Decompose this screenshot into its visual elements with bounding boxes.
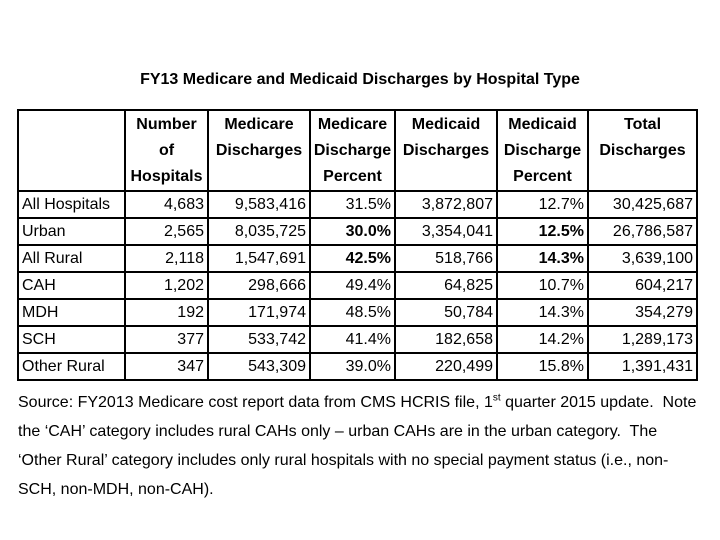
table-row-all-hospitals: All Hospitals 4,683 9,583,416 31.5% 3,87… [17,190,698,219]
table-row-mdh: MDH 192 171,974 48.5% 50,784 14.3% 354,2… [17,298,698,327]
cell-value: 39.0% [309,352,396,381]
discharges-table: Number of Hospitals Medicare Discharges … [17,109,698,381]
table-row-all-rural: All Rural 2,118 1,547,691 42.5% 518,766 … [17,244,698,273]
cell-value: 10.7% [496,271,589,300]
cell-value: 14.3% [496,298,589,327]
cell-value: 543,309 [207,352,311,381]
column-header-medicare-discharges: Medicare Discharges [207,109,311,192]
cell-value: 3,872,807 [394,190,498,219]
ordinal-suffix: st [492,392,501,404]
table-row-other-rural: Other Rural 347 543,309 39.0% 220,499 15… [17,352,698,381]
column-header-medicare-discharge-percent: Medicare Discharge Percent [309,109,396,192]
cell-value: 48.5% [309,298,396,327]
cell-value: 50,784 [394,298,498,327]
cell-value: 3,354,041 [394,217,498,246]
cell-value: 1,289,173 [587,325,698,354]
cell-value: 64,825 [394,271,498,300]
cell-value: 354,279 [587,298,698,327]
cell-value: 171,974 [207,298,311,327]
column-header-number-of-hospitals: Number of Hospitals [124,109,209,192]
row-label: All Rural [17,244,126,273]
cell-value: 220,499 [394,352,498,381]
cell-value: 14.3% [496,244,589,273]
header-row: Number of Hospitals Medicare Discharges … [17,109,698,192]
cell-value: 1,547,691 [207,244,311,273]
cell-value: 377 [124,325,209,354]
row-label: MDH [17,298,126,327]
cell-value: 42.5% [309,244,396,273]
column-header-total-discharges: Total Discharges [587,109,698,192]
cell-value: 298,666 [207,271,311,300]
cell-value: 12.7% [496,190,589,219]
column-header-medicaid-discharges: Medicaid Discharges [394,109,498,192]
cell-value: 30,425,687 [587,190,698,219]
cell-value: 8,035,725 [207,217,311,246]
cell-value: 533,742 [207,325,311,354]
table-row-sch: SCH 377 533,742 41.4% 182,658 14.2% 1,28… [17,325,698,354]
cell-value: 347 [124,352,209,381]
row-label: SCH [17,325,126,354]
cell-value: 15.8% [496,352,589,381]
cell-value: 4,683 [124,190,209,219]
table-row-urban: Urban 2,565 8,035,725 30.0% 3,354,041 12… [17,217,698,246]
cell-value: 14.2% [496,325,589,354]
cell-value: 2,118 [124,244,209,273]
cell-value: 12.5% [496,217,589,246]
source-note-text: Source: FY2013 Medicare cost report data… [18,394,493,411]
cell-value: 192 [124,298,209,327]
row-label: CAH [17,271,126,300]
column-header-blank [17,109,126,192]
row-label: All Hospitals [17,190,126,219]
source-note: Source: FY2013 Medicare cost report data… [18,388,698,504]
cell-value: 1,391,431 [587,352,698,381]
cell-value: 3,639,100 [587,244,698,273]
row-label: Urban [17,217,126,246]
cell-value: 26,786,587 [587,217,698,246]
table-row-cah: CAH 1,202 298,666 49.4% 64,825 10.7% 604… [17,271,698,300]
column-header-medicaid-discharge-percent: Medicaid Discharge Percent [496,109,589,192]
row-label: Other Rural [17,352,126,381]
cell-value: 604,217 [587,271,698,300]
page-title: FY13 Medicare and Medicaid Discharges by… [140,71,580,88]
cell-value: 9,583,416 [207,190,311,219]
cell-value: 49.4% [309,271,396,300]
cell-value: 30.0% [309,217,396,246]
cell-value: 182,658 [394,325,498,354]
cell-value: 2,565 [124,217,209,246]
cell-value: 1,202 [124,271,209,300]
cell-value: 518,766 [394,244,498,273]
source-note-text-continued: quarter 2015 update. Note the ‘CAH’ cate… [18,394,701,498]
cell-value: 31.5% [309,190,396,219]
cell-value: 41.4% [309,325,396,354]
